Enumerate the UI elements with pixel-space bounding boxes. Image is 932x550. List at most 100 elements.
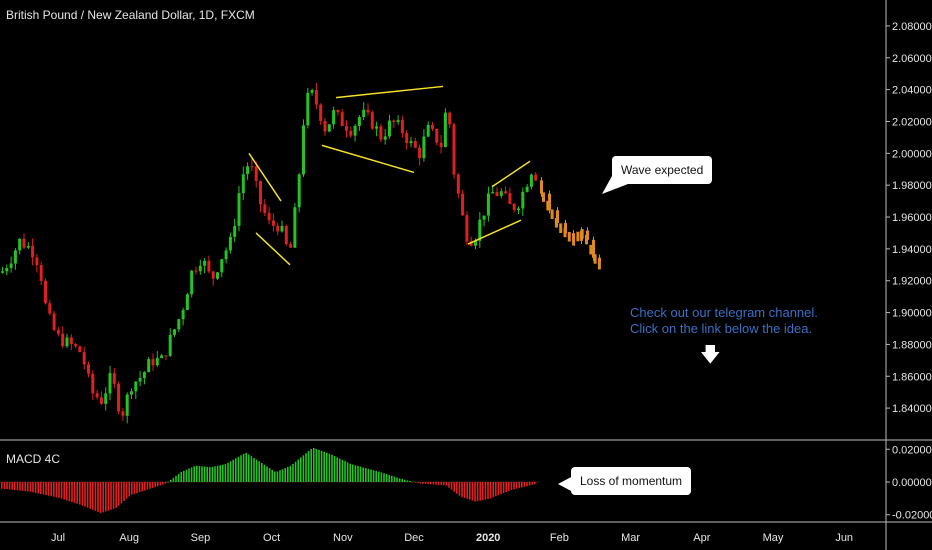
macd-bar <box>164 482 167 484</box>
macd-label: MACD 4C <box>6 452 61 466</box>
candle <box>284 224 288 246</box>
macd-bar <box>45 482 47 496</box>
projection-candle <box>593 254 597 264</box>
candle <box>469 236 473 247</box>
candle <box>91 370 95 400</box>
macd-bar <box>149 482 151 489</box>
candle <box>276 222 280 236</box>
macd-bar <box>521 482 523 488</box>
macd-bar <box>461 482 463 498</box>
candle <box>271 213 275 232</box>
candle <box>5 264 9 276</box>
macd-bar <box>3 482 6 489</box>
macd-bar <box>211 466 214 482</box>
time-tick-label: Jul <box>51 532 65 544</box>
candle <box>521 187 525 216</box>
macd-bar <box>443 482 445 486</box>
macd-bar <box>32 482 34 493</box>
macd-bar <box>331 454 333 482</box>
macd-bar <box>8 482 11 490</box>
pattern-line <box>467 219 522 245</box>
candle <box>190 269 194 298</box>
projection-candle <box>559 223 563 233</box>
macd-bar <box>424 482 427 484</box>
candle <box>267 206 271 225</box>
macd-bar <box>513 482 515 490</box>
projection-candle <box>563 227 567 238</box>
candle <box>366 103 370 116</box>
candle <box>499 188 503 199</box>
macd-bar <box>292 463 294 482</box>
price-axis[interactable]: 2.08000 2.06000 2.04000 2.02000 2.00000 1.980… <box>886 21 932 415</box>
loss-of-momentum-callout: Loss of momentum <box>571 467 692 495</box>
macd-bar <box>73 482 76 503</box>
candle <box>142 371 146 385</box>
macd-bar <box>188 468 190 482</box>
macd-bar <box>422 482 424 484</box>
macd-bar <box>177 473 180 482</box>
candle <box>125 392 129 424</box>
candle <box>35 253 39 273</box>
projection-candle <box>542 192 545 202</box>
candle <box>250 158 254 172</box>
macd-bar <box>201 466 203 482</box>
macd-bar <box>500 482 502 495</box>
candle <box>134 380 138 400</box>
candle <box>370 110 374 130</box>
macd-bar <box>266 466 268 482</box>
candle <box>9 256 13 273</box>
macd-bar <box>159 482 162 486</box>
loss-callout-pointer <box>558 476 573 492</box>
macd-bar <box>131 482 133 495</box>
candle <box>314 82 318 110</box>
macd-bar <box>495 482 497 497</box>
candle <box>486 186 490 222</box>
candle <box>78 345 82 353</box>
candle <box>117 381 121 415</box>
candle <box>48 299 52 316</box>
macd-bar <box>341 459 344 482</box>
candle <box>297 172 301 213</box>
time-tick-label: Mar <box>621 532 640 544</box>
macd-bar <box>396 477 398 482</box>
macd-bar <box>450 482 453 490</box>
candle <box>151 353 155 371</box>
telegram-note: Check out our telegram channel. Click on… <box>630 305 818 337</box>
macd-axis[interactable]: 0.02000 0.00000 -0.02000 <box>886 444 932 522</box>
macd-bar <box>294 461 297 482</box>
macd-bar <box>370 469 372 482</box>
candle <box>259 180 262 213</box>
candle <box>345 120 348 138</box>
macd-bar <box>157 482 159 487</box>
candle <box>443 108 447 148</box>
macd-bar <box>89 482 91 509</box>
macd-bar <box>401 479 403 482</box>
macd-bar <box>146 482 149 490</box>
macd-bar <box>115 482 117 508</box>
candle <box>439 135 443 154</box>
macd-bar <box>170 479 172 482</box>
macd-bar <box>518 482 520 489</box>
candle <box>207 255 211 274</box>
macd-bar <box>526 482 528 487</box>
macd-bar <box>274 471 276 482</box>
macd-bar <box>242 453 245 482</box>
macd-bar <box>37 482 39 494</box>
candle <box>13 248 17 270</box>
macd-bar <box>219 465 221 482</box>
macd-bar <box>105 482 107 512</box>
macd-bar <box>21 482 24 491</box>
macd-bar <box>479 482 481 501</box>
time-tick-label: Apr <box>693 532 710 544</box>
candle <box>426 121 430 138</box>
macd-bar <box>484 482 487 500</box>
macd-bar <box>497 482 500 496</box>
candle <box>323 117 327 136</box>
macd-bar <box>297 459 299 482</box>
candle <box>375 121 379 137</box>
candle <box>306 88 310 129</box>
price-tick-label: 1.92000 <box>892 276 932 288</box>
time-axis[interactable]: Jul Aug Sep Oct Nov Dec 2020 Feb Mar Apr May Jun <box>51 532 853 544</box>
candle <box>224 247 228 264</box>
